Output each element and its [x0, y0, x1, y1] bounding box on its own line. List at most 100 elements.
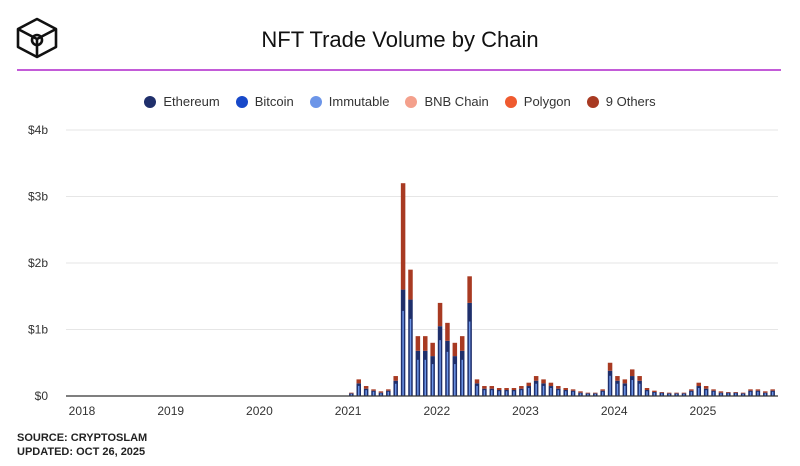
bar-highlight [424, 359, 427, 396]
bar-highlight [601, 391, 604, 396]
bar-segment-9-others [585, 392, 591, 394]
bar-segment-9-others [615, 376, 620, 381]
legend-swatch [144, 95, 157, 108]
bar-highlight [535, 383, 537, 396]
y-tick-label: $4b [28, 123, 48, 137]
bar-segment-9-others [415, 336, 421, 351]
bar-highlight [683, 393, 685, 396]
legend-item[interactable]: 9 Others [586, 94, 656, 109]
legend-label: Bitcoin [254, 94, 294, 109]
bar-highlight [624, 385, 626, 396]
bar-segment-9-others [733, 392, 738, 393]
bar-segment-9-others [541, 379, 546, 384]
bar-segment-9-others [474, 379, 480, 384]
bar-segment-9-others [504, 388, 509, 391]
bar-highlight [698, 388, 700, 396]
legend-swatch [405, 95, 418, 108]
bar-highlight [528, 388, 530, 396]
bar-segment-9-others [711, 389, 716, 391]
bar-segment-9-others [748, 389, 753, 391]
legend-item[interactable]: Immutable [309, 94, 389, 109]
legend-item[interactable]: Polygon [504, 94, 571, 109]
bar-highlight [431, 364, 434, 396]
bar-segment-9-others [637, 376, 642, 381]
bar-highlight [498, 391, 500, 396]
bar-segment-9-others [467, 276, 472, 303]
y-tick-label: $2b [28, 256, 48, 270]
bar-segment-9-others [459, 336, 465, 351]
bar-segment-9-others [489, 386, 495, 389]
bar-highlight [557, 390, 560, 396]
bar-highlight [764, 393, 767, 396]
x-tick-label: 2018 [69, 404, 96, 418]
bar-highlight [616, 383, 619, 396]
bar-highlight [387, 391, 390, 396]
bar-highlight [550, 388, 552, 396]
bar-segment-9-others [496, 388, 502, 391]
source-note: SOURCE: CRYPTOSLAM [17, 432, 148, 444]
bar-highlight [646, 391, 648, 396]
bar-segment-9-others [400, 183, 406, 290]
bar-segment-9-others [674, 392, 679, 394]
bar-highlight [446, 351, 449, 396]
bar-segment-9-others [563, 388, 568, 391]
x-tick-label: 2022 [423, 404, 450, 418]
bar-segment-9-others [511, 388, 517, 391]
bar-segment-9-others [703, 386, 709, 389]
x-tick-label: 2025 [690, 404, 717, 418]
bar-highlight [513, 391, 515, 396]
bar-highlight [461, 359, 463, 396]
bar-highlight [727, 393, 730, 396]
x-tick-label: 2020 [246, 404, 273, 418]
legend-label: Ethereum [163, 94, 220, 109]
bar-highlight [394, 383, 397, 396]
bar-highlight [720, 393, 722, 396]
bar-segment-9-others [556, 386, 561, 389]
x-tick-label: 2021 [335, 404, 362, 418]
legend-item[interactable]: Bitcoin [235, 94, 294, 109]
bar-segment-9-others [763, 391, 768, 393]
bar-segment-9-others [578, 391, 583, 393]
bar-highlight [661, 393, 663, 396]
bar-highlight [380, 393, 382, 396]
bar-highlight [594, 393, 597, 396]
bar-segment-9-others [408, 269, 413, 300]
legend: Ethereum Bitcoin Immutable BNB Chain Polygon… [0, 94, 800, 109]
bar-highlight [771, 391, 774, 396]
bar-highlight [357, 385, 360, 396]
bar-highlight [417, 359, 419, 396]
legend-item[interactable]: BNB Chain [405, 94, 489, 109]
legend-item[interactable]: Ethereum [144, 94, 220, 109]
bar-highlight [705, 390, 707, 396]
bar-highlight [409, 318, 412, 396]
bar-highlight [491, 390, 493, 396]
bar-segment-9-others [593, 392, 598, 394]
bar-highlight [668, 393, 670, 396]
bar-highlight [690, 391, 693, 396]
legend-label: Polygon [523, 94, 571, 109]
bar-segment-9-others [393, 376, 398, 381]
bar-segment-9-others [356, 379, 361, 384]
bar-segment-9-others [755, 389, 761, 391]
x-tick-label: 2024 [601, 404, 628, 418]
bar-segment-9-others [519, 386, 524, 389]
bar-highlight [542, 385, 545, 396]
y-tick-label: $1b [28, 323, 48, 337]
x-tick-label: 2019 [157, 404, 184, 418]
legend-label: 9 Others [605, 94, 656, 109]
bar-segment-9-others [482, 386, 487, 389]
bar-segment-9-others [607, 362, 613, 371]
bar-highlight [579, 393, 582, 396]
bar-segment-9-others [386, 389, 391, 391]
bar-highlight [572, 391, 574, 396]
bar-highlight [564, 391, 567, 396]
bar-highlight [749, 391, 752, 396]
bar-highlight [505, 391, 508, 396]
bar-segment-9-others [644, 388, 650, 391]
legend-swatch [586, 95, 599, 108]
bar-segment-9-others [570, 389, 576, 391]
bar-highlight [476, 385, 478, 396]
x-tick-label: 2023 [512, 404, 539, 418]
bar-highlight [675, 393, 678, 396]
